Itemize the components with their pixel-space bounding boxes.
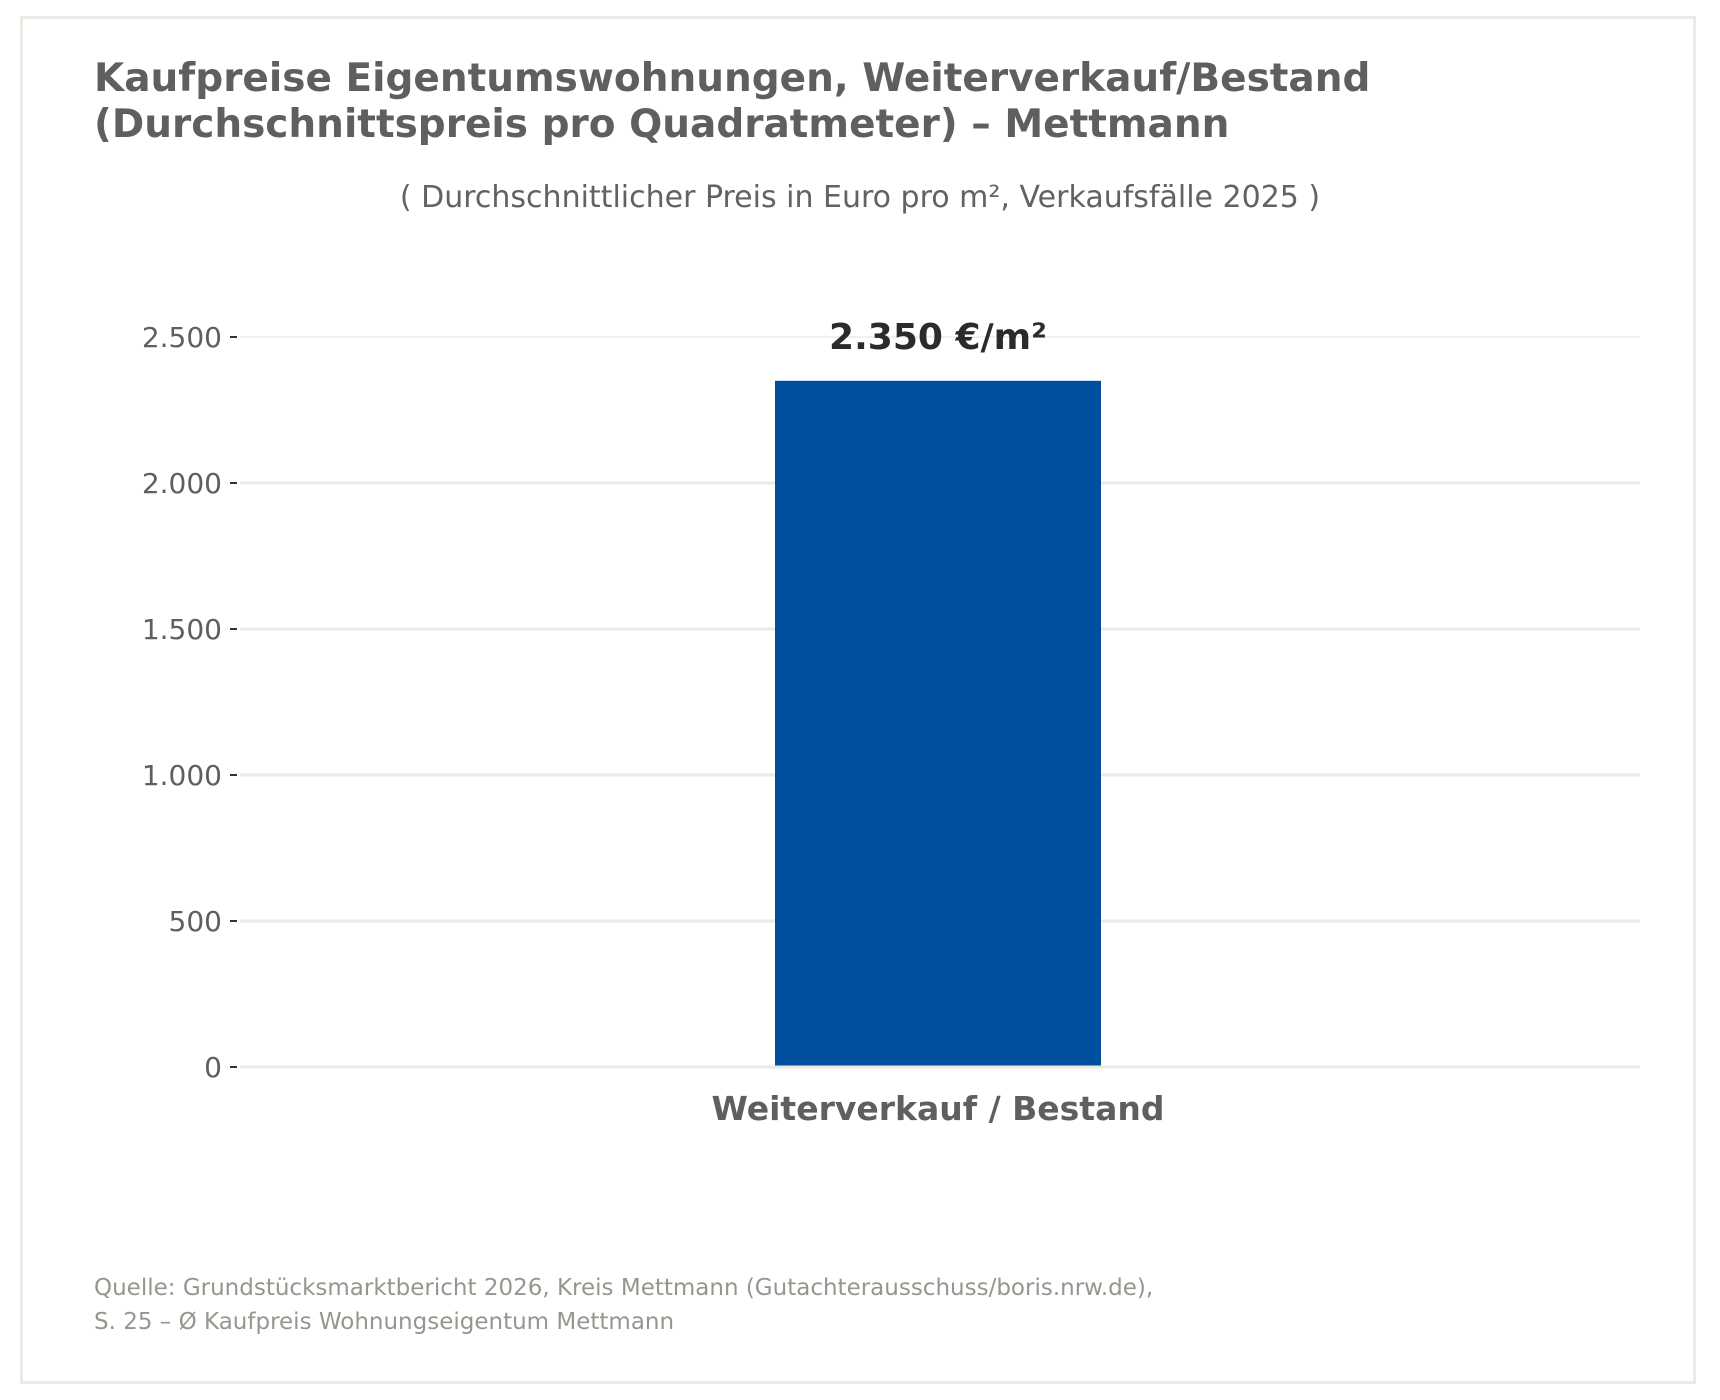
y-tick-label: 1.000 [142, 759, 222, 792]
source-line-1: Quelle: Grundstücksmarktbericht 2026, Kr… [94, 1275, 1154, 1301]
y-tick-label: 2.000 [142, 467, 222, 500]
bar-value-label: 2.350 €/m² [829, 317, 1047, 358]
y-tick-label: 2.500 [142, 321, 222, 354]
y-tick-label: 1.500 [142, 613, 222, 646]
bar [775, 380, 1101, 1067]
chart-title-line-2: (Durchschnittspreis pro Quadratmeter) – … [94, 102, 1230, 147]
source-line-2: S. 25 – Ø Kaufpreis Wohnungseigentum Met… [94, 1309, 675, 1335]
chart-subtitle: ( Durchschnittlicher Preis in Euro pro m… [399, 180, 1321, 215]
x-category-label: Weiterverkauf / Bestand [712, 1089, 1165, 1128]
y-tick-label: 0 [204, 1051, 222, 1084]
y-tick-label: 500 [169, 905, 222, 938]
chart-title: Kaufpreise Eigentumswohnungen, Weiterver… [94, 56, 1594, 148]
chart-title-line-1: Kaufpreise Eigentumswohnungen, Weiterver… [94, 56, 1371, 101]
source-note: Quelle: Grundstücksmarktbericht 2026, Kr… [94, 1271, 1494, 1339]
